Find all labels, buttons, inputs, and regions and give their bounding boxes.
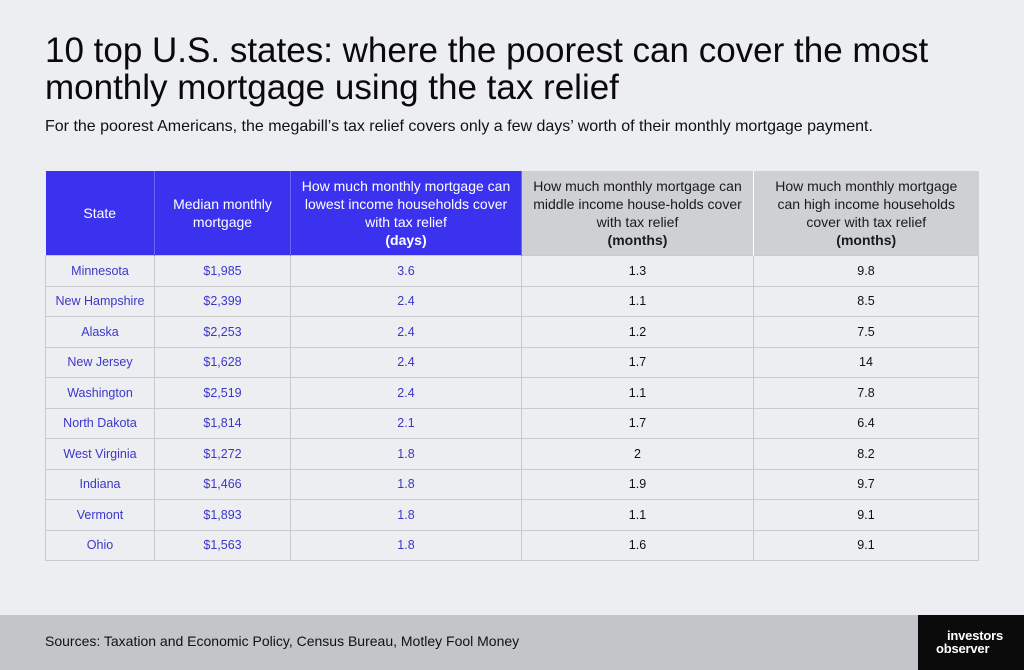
cell-lowest-income-days: 2.4 (290, 377, 522, 409)
cell-middle-income-months: 1.3 (521, 255, 754, 287)
cell-lowest-income-days: 1.8 (290, 529, 522, 561)
cell-median-mortgage: $1,563 (154, 529, 291, 561)
header-median-mortgage: Median monthly mortgage (154, 171, 291, 256)
cell-high-income-months: 8.2 (753, 438, 979, 470)
cell-high-income-months: 14 (753, 346, 979, 378)
cell-high-income-months: 9.1 (753, 529, 979, 561)
cell-median-mortgage: $1,814 (154, 407, 291, 439)
cell-high-income-months: 8.5 (753, 285, 979, 317)
logo-line-1: investors (947, 628, 1004, 643)
footer-bar: Sources: Taxation and Economic Policy, C… (0, 615, 918, 670)
cell-middle-income-months: 1.7 (521, 346, 754, 378)
cell-median-mortgage: $1,985 (154, 255, 291, 287)
cell-state: New Jersey (45, 346, 155, 378)
cell-high-income-months: 9.7 (753, 468, 979, 500)
cell-median-mortgage: $1,272 (154, 438, 291, 470)
cell-middle-income-months: 1.1 (521, 285, 754, 317)
cell-lowest-income-days: 2.4 (290, 285, 522, 317)
table-row: Vermont $1,893 1.8 1.1 9.1 (45, 499, 979, 531)
table-row: New Jersey $1,628 2.4 1.7 14 (45, 346, 979, 378)
header-lowest-unit: (days) (385, 232, 427, 248)
cell-middle-income-months: 1.1 (521, 377, 754, 409)
page-subtitle: For the poorest Americans, the megabill’… (45, 118, 873, 135)
data-table: State Median monthly mortgage How much m… (45, 171, 979, 561)
table-row: North Dakota $1,814 2.1 1.7 6.4 (45, 407, 979, 439)
cell-state: West Virginia (45, 438, 155, 470)
cell-high-income-months: 7.8 (753, 377, 979, 409)
cell-high-income-months: 6.4 (753, 407, 979, 439)
cell-middle-income-months: 1.7 (521, 407, 754, 439)
cell-middle-income-months: 1.2 (521, 316, 754, 348)
cell-middle-income-months: 2 (521, 438, 754, 470)
cell-state: Indiana (45, 468, 155, 500)
table-row: Ohio $1,563 1.8 1.6 9.1 (45, 529, 979, 561)
table-row: Indiana $1,466 1.8 1.9 9.7 (45, 468, 979, 500)
sources-text: Sources: Taxation and Economic Policy, C… (45, 633, 520, 649)
cell-high-income-months: 7.5 (753, 316, 979, 348)
cell-lowest-income-days: 2.1 (290, 407, 522, 439)
table-row: Washington $2,519 2.4 1.1 7.8 (45, 377, 979, 409)
header-high-income: How much monthly mortgage can high incom… (753, 171, 979, 256)
cell-high-income-months: 9.1 (753, 499, 979, 531)
header-middle-income: How much monthly mortgage can middle inc… (521, 171, 754, 256)
cell-state: Washington (45, 377, 155, 409)
cell-median-mortgage: $1,893 (154, 499, 291, 531)
header-high-unit: (months) (836, 232, 897, 248)
table-header-row: State Median monthly mortgage How much m… (45, 171, 979, 256)
cell-state: Minnesota (45, 255, 155, 287)
cell-median-mortgage: $2,253 (154, 316, 291, 348)
cell-state: New Hampshire (45, 285, 155, 317)
table-row: New Hampshire $2,399 2.4 1.1 8.5 (45, 285, 979, 317)
cell-median-mortgage: $2,399 (154, 285, 291, 317)
cell-state: Ohio (45, 529, 155, 561)
header-middle-unit: (months) (607, 232, 668, 248)
cell-median-mortgage: $1,466 (154, 468, 291, 500)
cell-lowest-income-days: 2.4 (290, 316, 522, 348)
cell-high-income-months: 9.8 (753, 255, 979, 287)
investors-observer-logo: investors observer (918, 615, 1024, 670)
cell-state: Alaska (45, 316, 155, 348)
cell-lowest-income-days: 1.8 (290, 438, 522, 470)
table-row: Alaska $2,253 2.4 1.2 7.5 (45, 316, 979, 348)
cell-middle-income-months: 1.6 (521, 529, 754, 561)
cell-lowest-income-days: 1.8 (290, 499, 522, 531)
header-state: State (45, 171, 155, 256)
page-title: 10 top U.S. states: where the poorest ca… (45, 31, 929, 107)
table-row: Minnesota $1,985 3.6 1.3 9.8 (45, 255, 979, 287)
logo-line-2: observer (936, 641, 990, 656)
cell-state: North Dakota (45, 407, 155, 439)
header-lowest-income: How much monthly mortgage can lowest inc… (290, 171, 522, 256)
cell-lowest-income-days: 1.8 (290, 468, 522, 500)
cell-middle-income-months: 1.1 (521, 499, 754, 531)
table-row: West Virginia $1,272 1.8 2 8.2 (45, 438, 979, 470)
cell-lowest-income-days: 3.6 (290, 255, 522, 287)
cell-median-mortgage: $1,628 (154, 346, 291, 378)
cell-state: Vermont (45, 499, 155, 531)
cell-median-mortgage: $2,519 (154, 377, 291, 409)
cell-middle-income-months: 1.9 (521, 468, 754, 500)
cell-lowest-income-days: 2.4 (290, 346, 522, 378)
